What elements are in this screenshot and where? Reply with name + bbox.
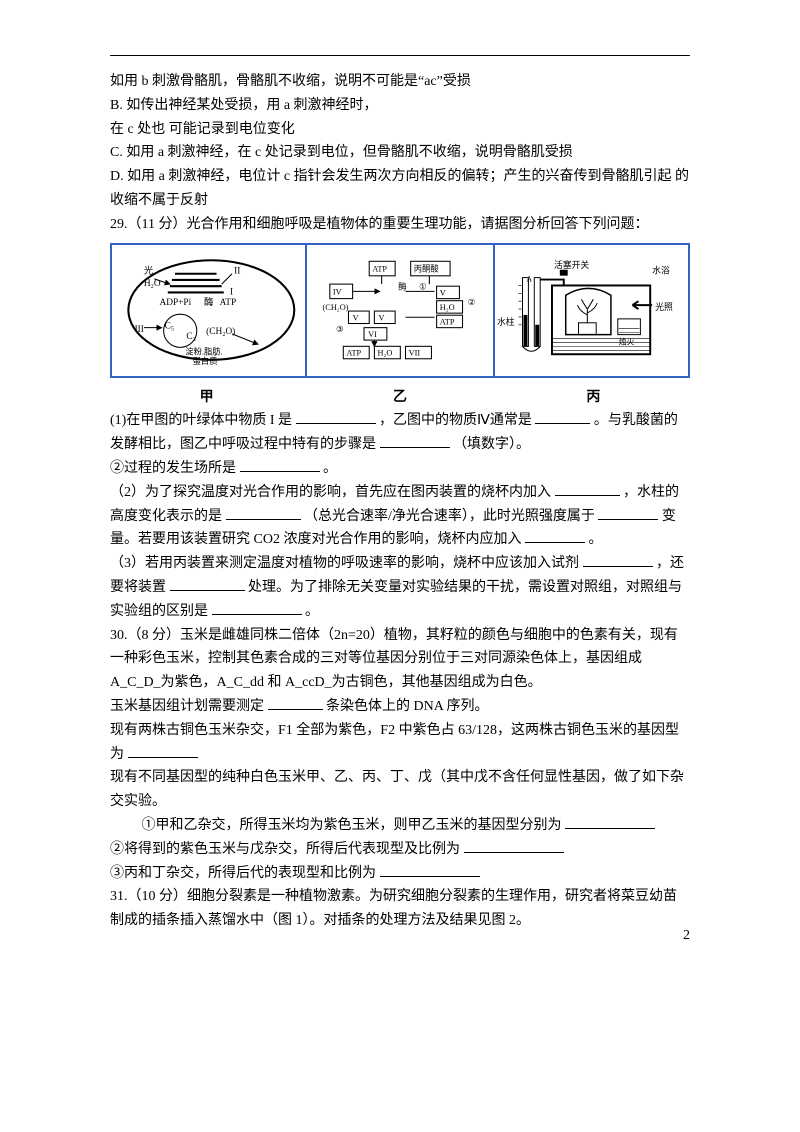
text: 。: [323, 461, 337, 476]
text: （总光合速率/净光合速率），此时光照强度属于: [304, 509, 595, 524]
blank: [296, 409, 376, 424]
label-c5: C₅: [165, 322, 174, 332]
figure-panel: 光 H₂O II I ADP+Pi 酶 ATP C₅ C₃ (CH₂O) III…: [110, 243, 690, 378]
label-roman5: V: [352, 313, 358, 322]
text: ③丙和丁杂交，所得后代的表现型和比例为: [110, 866, 376, 881]
q30-intro: 30.（8 分）玉米是雌雄同株二倍体（2n=20）植物，其籽粒的颜色与细胞中的色…: [110, 624, 690, 695]
body-text-line: 如用 b 刺激骨骼肌，骨骼肌不收缩，说明不可能是“ac”受损: [110, 70, 690, 94]
text: （3）若用丙装置来测定温度对植物的呼吸速率的影响，烧杯中应该加入试剂: [110, 556, 579, 571]
label-a: A: [527, 275, 533, 284]
label-roman2: II: [234, 267, 240, 277]
blank: [240, 457, 320, 472]
blank: [583, 552, 653, 567]
label-ch2o: (CH₂O): [322, 303, 348, 312]
caption-yi: 乙: [303, 386, 496, 410]
label-light: 光: [144, 265, 153, 277]
q30-e: 现有不同基因型的纯种白色玉米甲、乙、丙、丁、戊（其中戊不含任何显性基因，做了如下…: [110, 766, 690, 814]
text: ，乙图中的物质Ⅳ通常是: [379, 413, 532, 428]
label-roman3: III: [135, 325, 144, 335]
label-atp: ATP: [439, 318, 454, 327]
blank: [555, 481, 620, 496]
subfigure-yi: ATP 丙酮酸 酶 IV ① (CH₂O) V V VI ③ V: [307, 251, 494, 370]
label-roman1: I: [230, 288, 233, 298]
q30-d: 现有两株古铜色玉米杂交，F1 全部为紫色，F2 中紫色占 63/128，这两株古…: [110, 719, 690, 767]
q31: 31.（10 分）细胞分裂素是一种植物激素。为研究细胞分裂素的生理作用，研究者将…: [110, 885, 690, 933]
label-atp: ATP: [372, 265, 387, 274]
q29-2: （2）为了探究温度对光合作用的影响，首先应在图丙装置的烧杯内加入 ，水柱的高度变…: [110, 481, 690, 552]
blank: [380, 433, 450, 448]
label-switch: 活塞开关: [554, 259, 589, 270]
body-text-line: 29.（11 分）光合作用和细胞呼吸是植物体的重要生理功能，请据图分析回答下列问…: [110, 213, 690, 237]
blank: [565, 814, 655, 829]
body-text-line: C. 如用 a 刺激神经，在 c 处记录到电位，但骨骼肌不收缩，说明骨骼肌受损: [110, 141, 690, 165]
q29-1: (1)在甲图的叶绿体中物质 I 是 ，乙图中的物质Ⅳ通常是 。与乳酸菌的发酵相比…: [110, 409, 690, 457]
text: ②过程的发生场所是: [110, 461, 236, 476]
diagram-respiration: ATP 丙酮酸 酶 IV ① (CH₂O) V V VI ③ V: [307, 253, 494, 367]
label-waterbath: 水浴: [653, 265, 671, 276]
q30-b: 玉米基因组计划需要测定 条染色体上的 DNA 序列。: [110, 695, 690, 719]
page-number: 2: [683, 924, 690, 948]
label-num2: ②: [467, 298, 474, 307]
blank: [598, 505, 658, 520]
blank: [226, 505, 301, 520]
text: 。: [588, 532, 602, 547]
q29-1e: ②过程的发生场所是 。: [110, 457, 690, 481]
label-num1: ①: [419, 282, 426, 291]
page-top-rule: [110, 55, 690, 56]
body-text-line: B. 如传出神经某处受损，用 a 刺激神经时，: [110, 94, 690, 118]
text: (1)在甲图的叶绿体中物质 I 是: [110, 413, 292, 428]
q30-g: ②将得到的紫色玉米与戊杂交，所得后代表现型及比例为: [110, 838, 690, 862]
label-num3: ③: [336, 325, 343, 334]
label-roman6: VI: [368, 330, 377, 339]
blank: [170, 576, 245, 591]
blank: [380, 862, 480, 877]
q30-f: ①甲和乙杂交，所得玉米均为紫色玉米，则甲乙玉米的基因型分别为: [110, 814, 690, 838]
label-roman4: IV: [333, 288, 342, 297]
text: 。: [305, 604, 319, 619]
label-enzyme: 酶: [398, 281, 406, 291]
figure-caption-row: 甲 乙 丙: [110, 386, 690, 410]
caption-jia: 甲: [110, 386, 303, 410]
label-roman5: V: [439, 289, 445, 298]
label-bts: 丙酮酸: [413, 264, 439, 274]
text: ①甲和乙杂交，所得玉米均为紫色玉米，则甲乙玉米的基因型分别为: [142, 818, 562, 833]
subfigure-bing: 活塞开关 水浴 光照 水柱 A: [495, 251, 682, 370]
text: 玉米基因组计划需要测定: [110, 699, 264, 714]
blank: [535, 409, 590, 424]
label-h2o: H₂O: [377, 349, 392, 358]
text: 条染色体上的 DNA 序列。: [326, 699, 489, 714]
label-atp: ATP: [220, 298, 237, 308]
blank: [128, 743, 198, 758]
label-c3: C₃: [186, 332, 195, 342]
text: （填数字）。: [453, 437, 530, 452]
label-atp: ATP: [346, 349, 361, 358]
label-ch2o: (CH₂O): [206, 326, 235, 337]
subfigure-jia: 光 H₂O II I ADP+Pi 酶 ATP C₅ C₃ (CH₂O) III…: [118, 251, 305, 370]
label-h2o: H₂O: [439, 303, 454, 312]
q30-h: ③丙和丁杂交，所得后代的表现型和比例为: [110, 862, 690, 886]
blank: [525, 528, 585, 543]
label-light: 光照: [655, 301, 673, 312]
label-roman5: V: [378, 313, 384, 322]
blank: [464, 838, 564, 853]
caption-bing: 丙: [497, 386, 690, 410]
text: ②将得到的紫色玉米与戊杂交，所得后代表现型及比例为: [110, 842, 460, 857]
label-candle: 烛火: [619, 336, 635, 346]
label-roman7: VII: [408, 349, 420, 358]
label-products: 淀粉.脂肪. 蛋白质: [185, 347, 224, 366]
blank: [212, 600, 302, 615]
label-watercol: 水柱: [497, 316, 515, 327]
text: （2）为了探究温度对光合作用的影响，首先应在图丙装置的烧杯内加入: [110, 485, 551, 500]
body-text-line: D. 如用 a 刺激神经，电位计 c 指针会发生两次方向相反的偏转；产生的兴奋传…: [110, 165, 690, 213]
diagram-apparatus: 活塞开关 水浴 光照 水柱 A: [495, 256, 682, 364]
q29-3: （3）若用丙装置来测定温度对植物的呼吸速率的影响，烧杯中应该加入试剂 ，还要将装…: [110, 552, 690, 623]
label-enzyme: 酶: [204, 296, 213, 308]
diagram-chloroplast: 光 H₂O II I ADP+Pi 酶 ATP C₅ C₃ (CH₂O) III…: [118, 253, 305, 367]
body-text-line: 在 c 处也 可能记录到电位变化: [110, 118, 690, 142]
label-adp: ADP+Pi: [159, 298, 191, 308]
blank: [268, 695, 323, 710]
